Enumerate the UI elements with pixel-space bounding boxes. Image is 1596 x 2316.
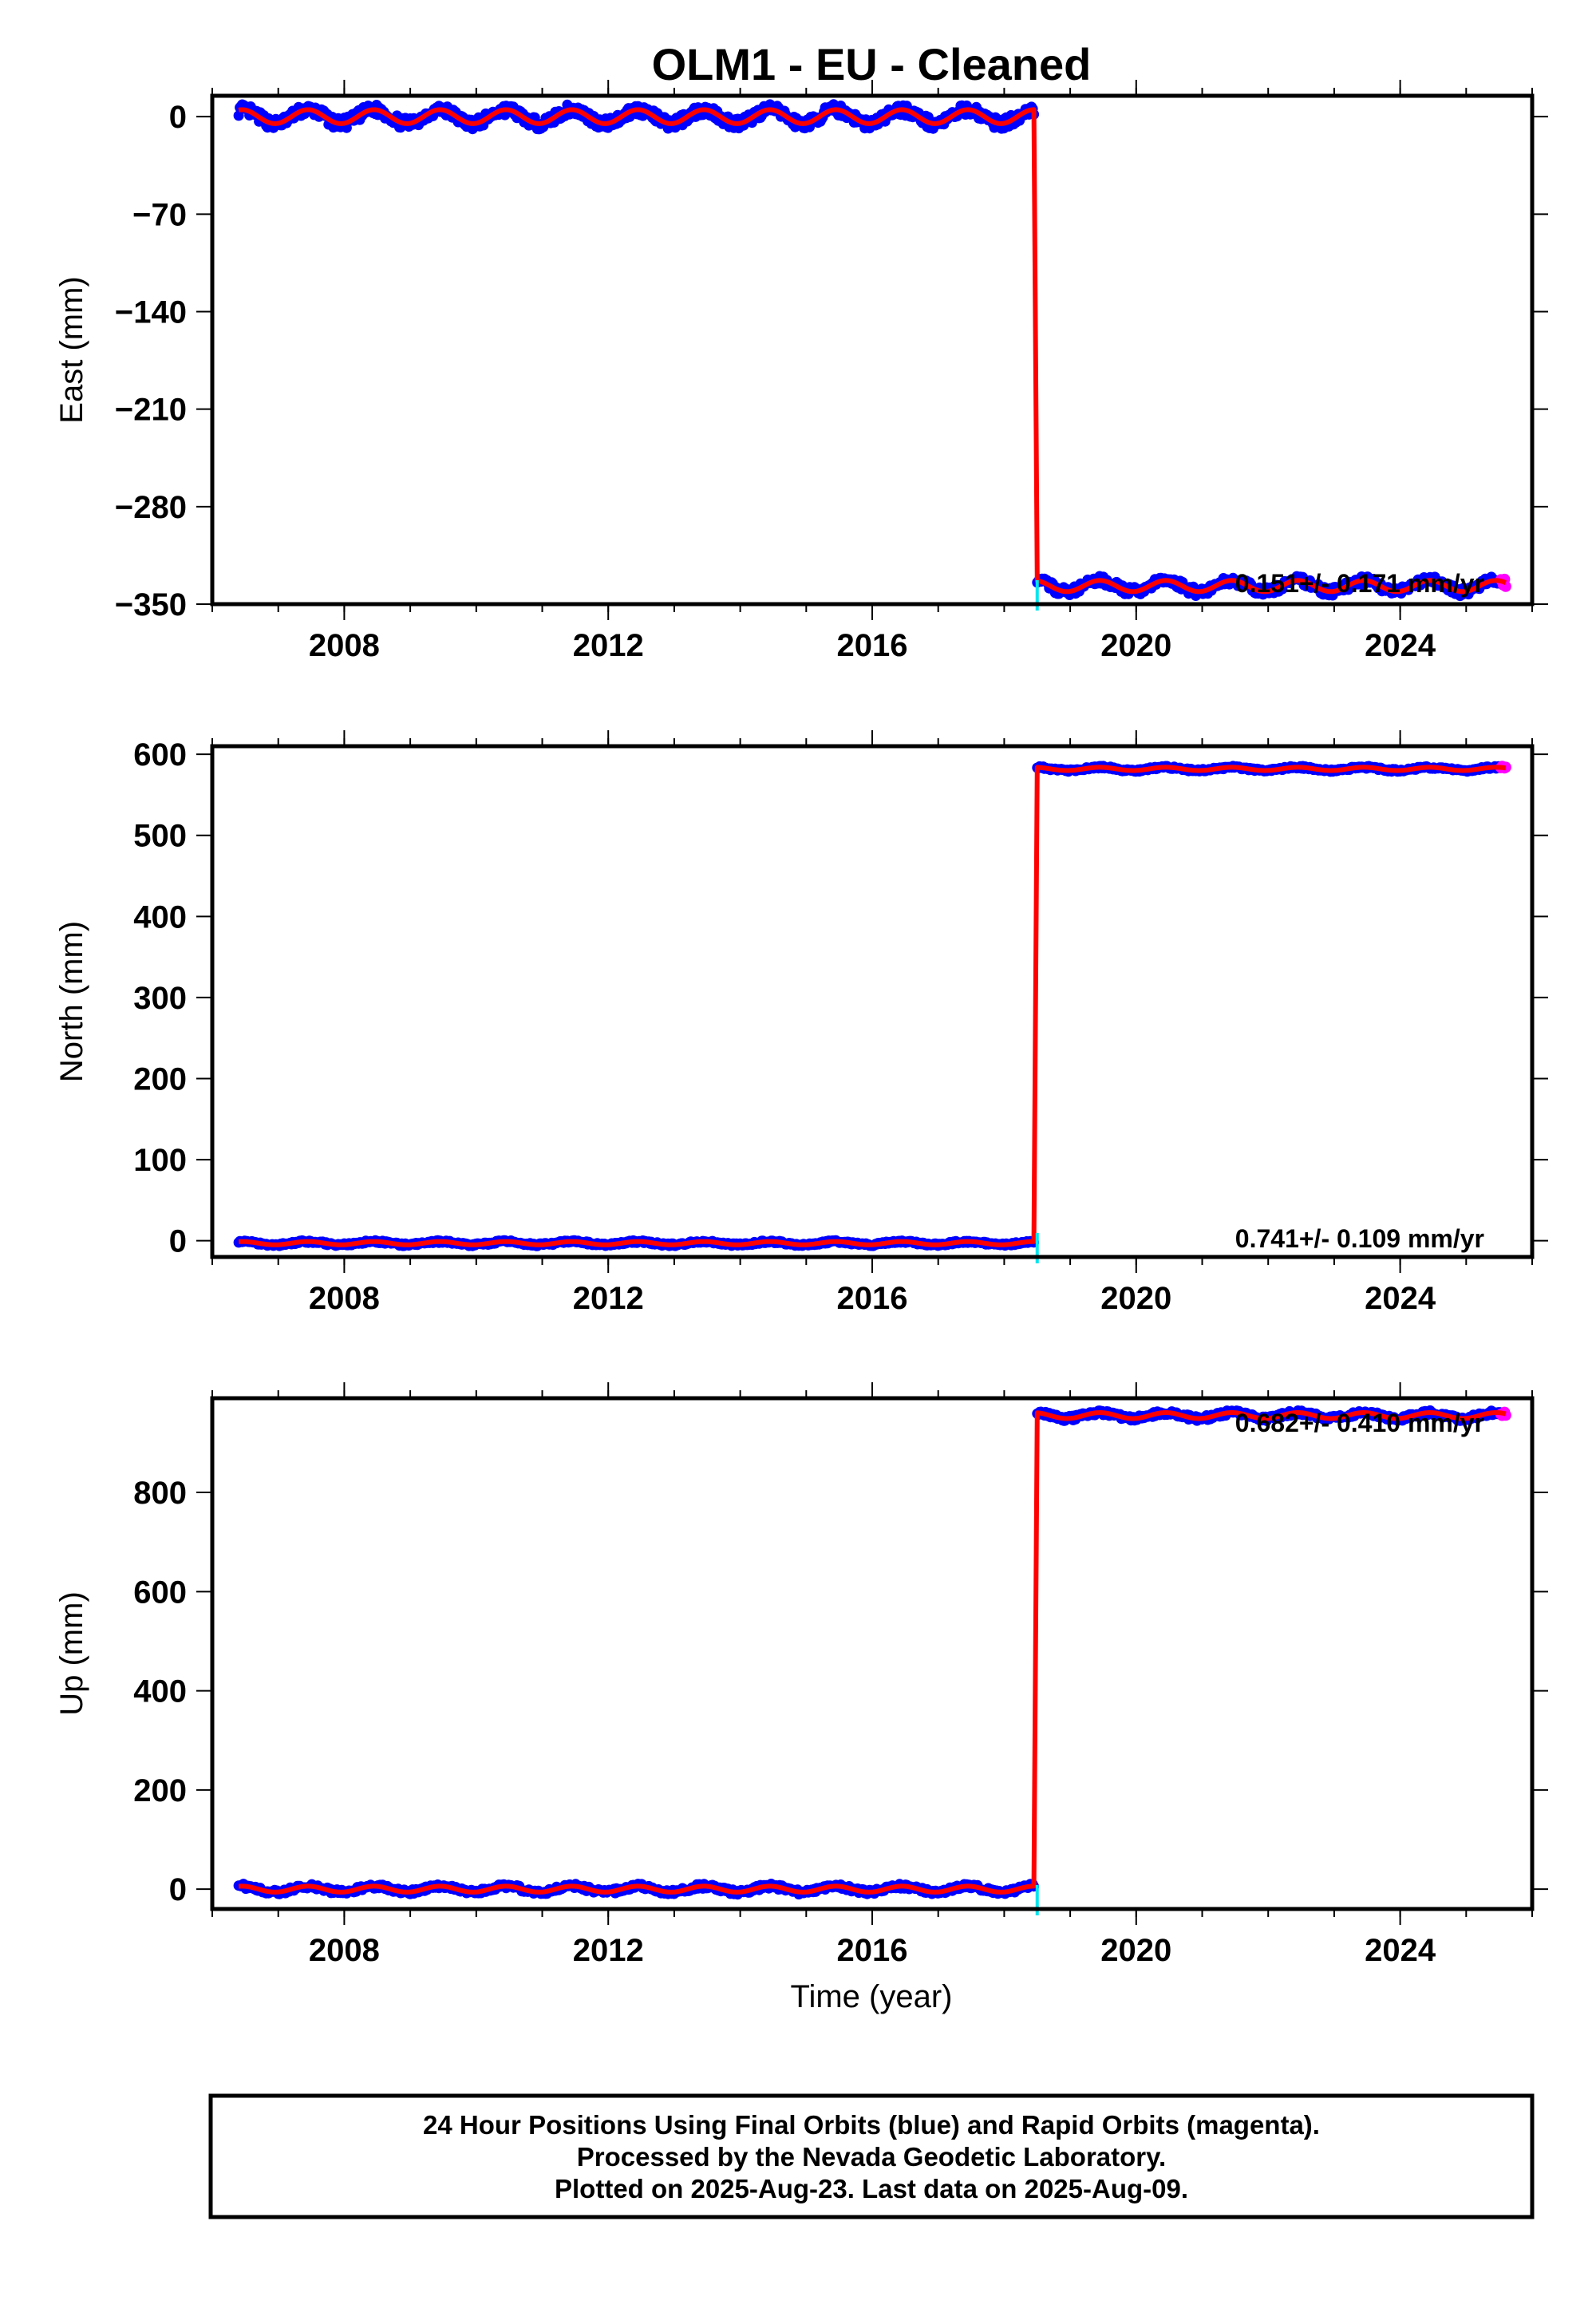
east-frame: [210, 93, 1535, 607]
north-model-line: [237, 765, 1507, 1247]
east-y-tick-label: −280: [115, 490, 187, 525]
up-x-tick-label: 2024: [1365, 1933, 1436, 1968]
north-y-tick-label: 300: [133, 981, 187, 1016]
up-frame: [210, 1396, 1535, 1911]
east-y-tick-label: −350: [115, 587, 187, 622]
up-x-tick-label: 2008: [309, 1933, 380, 1968]
up-model-line: [237, 1410, 1507, 1895]
east-x-tick-label: 2024: [1365, 628, 1436, 663]
footer-box: 24 Hour Positions Using Final Orbits (bl…: [208, 2093, 1535, 2219]
up-y-tick-label: 600: [133, 1575, 187, 1610]
east-x-tick-label: 2008: [309, 628, 380, 663]
footer-frame: [208, 2093, 1535, 2219]
up-x-tick-label: 2016: [837, 1933, 908, 1968]
east-y-tick-label: 0: [169, 100, 187, 135]
east-y-axis-label: East (mm): [54, 276, 89, 423]
north-frame: [210, 744, 1535, 1259]
east-x-tick-label: 2016: [837, 628, 908, 663]
footer-line-3: Plotted on 2025-Aug-23. Last data on 202…: [555, 2174, 1188, 2203]
up-x-tick-label: 2012: [573, 1933, 644, 1968]
up-y-tick-label: 400: [133, 1674, 187, 1709]
north-x-tick-label: 2012: [573, 1281, 644, 1316]
north-x-tick-label: 2008: [309, 1281, 380, 1316]
up-rate-label: 0.682+/- 0.410 mm/yr: [1235, 1409, 1484, 1437]
north-y-tick-label: 100: [133, 1143, 187, 1178]
north-rate-label: 0.741+/- 0.109 mm/yr: [1235, 1224, 1484, 1253]
up-y-axis-label: Up (mm): [54, 1591, 89, 1716]
north-y-tick-label: 500: [133, 819, 187, 854]
footer-line-2: Processed by the Nevada Geodetic Laborat…: [577, 2142, 1166, 2172]
east-model-line: [237, 107, 1507, 595]
north-y-tick-label: 200: [133, 1062, 187, 1097]
east-y-tick-label: −140: [115, 295, 187, 330]
east-x-tick-label: 2012: [573, 628, 644, 663]
up-x-tick-label: 2020: [1100, 1933, 1171, 1968]
north-panel: 2008 2012 2016 2020 2024 0 100 200 300 400 500 600 N…: [54, 730, 1548, 1316]
north-x-tick-label: 2020: [1100, 1281, 1171, 1316]
up-panel: 2008 2012 2016 2020 2024 0 200 400 600 800 Up (mm)…: [54, 1382, 1548, 1968]
x-axis-label: Time (year): [791, 1979, 953, 2014]
east-y-tick-label: −210: [115, 393, 187, 428]
up-y-tick-label: 0: [169, 1872, 187, 1907]
north-x-tick-label: 2024: [1365, 1281, 1436, 1316]
east-x-tick-label: 2020: [1100, 628, 1171, 663]
footer-line-1: 24 Hour Positions Using Final Orbits (bl…: [423, 2110, 1320, 2140]
east-panel: 2008 2012 2016 2020 2024 0 −70 −140 −210 −280 −350…: [54, 80, 1548, 663]
east-y-tick-label: −70: [132, 197, 187, 232]
north-x-tick-label: 2016: [837, 1281, 908, 1316]
up-y-tick-label: 800: [133, 1476, 187, 1511]
north-y-tick-label: 400: [133, 899, 187, 935]
east-rate-label: 0.151+/- 0.171 mm/yr: [1235, 569, 1484, 598]
up-y-tick-label: 200: [133, 1773, 187, 1808]
north-y-tick-label: 600: [133, 737, 187, 773]
north-y-tick-label: 0: [169, 1224, 187, 1259]
north-y-axis-label: North (mm): [54, 921, 89, 1082]
